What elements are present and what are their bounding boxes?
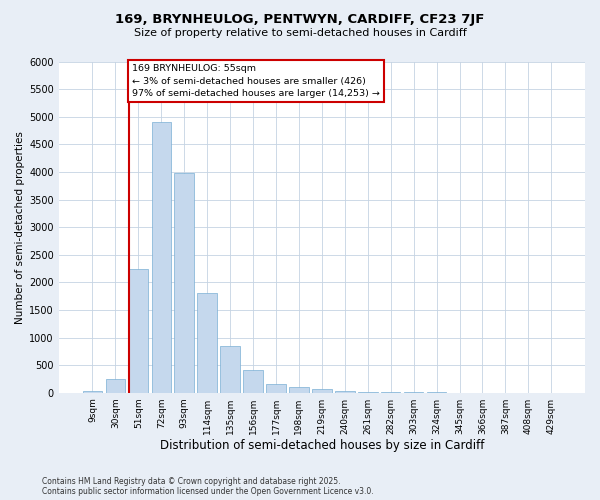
Bar [175, 173, 194, 392]
Bar [289, 387, 308, 392]
Bar [83, 391, 102, 392]
Text: Size of property relative to semi-detached houses in Cardiff: Size of property relative to semi-detach… [134, 28, 466, 38]
Bar [335, 390, 355, 392]
Text: 169 BRYNHEULOG: 55sqm
← 3% of semi-detached houses are smaller (426)
97% of semi: 169 BRYNHEULOG: 55sqm ← 3% of semi-detac… [132, 64, 380, 98]
Bar [266, 384, 286, 392]
Text: 169, BRYNHEULOG, PENTWYN, CARDIFF, CF23 7JF: 169, BRYNHEULOG, PENTWYN, CARDIFF, CF23 … [115, 12, 485, 26]
Bar [197, 294, 217, 392]
X-axis label: Distribution of semi-detached houses by size in Cardiff: Distribution of semi-detached houses by … [160, 440, 484, 452]
Bar [244, 370, 263, 392]
Bar [312, 389, 332, 392]
Bar [152, 122, 171, 392]
Text: Contains HM Land Registry data © Crown copyright and database right 2025.
Contai: Contains HM Land Registry data © Crown c… [42, 476, 374, 496]
Bar [220, 346, 240, 393]
Bar [128, 268, 148, 392]
Bar [106, 379, 125, 392]
Y-axis label: Number of semi-detached properties: Number of semi-detached properties [15, 130, 25, 324]
